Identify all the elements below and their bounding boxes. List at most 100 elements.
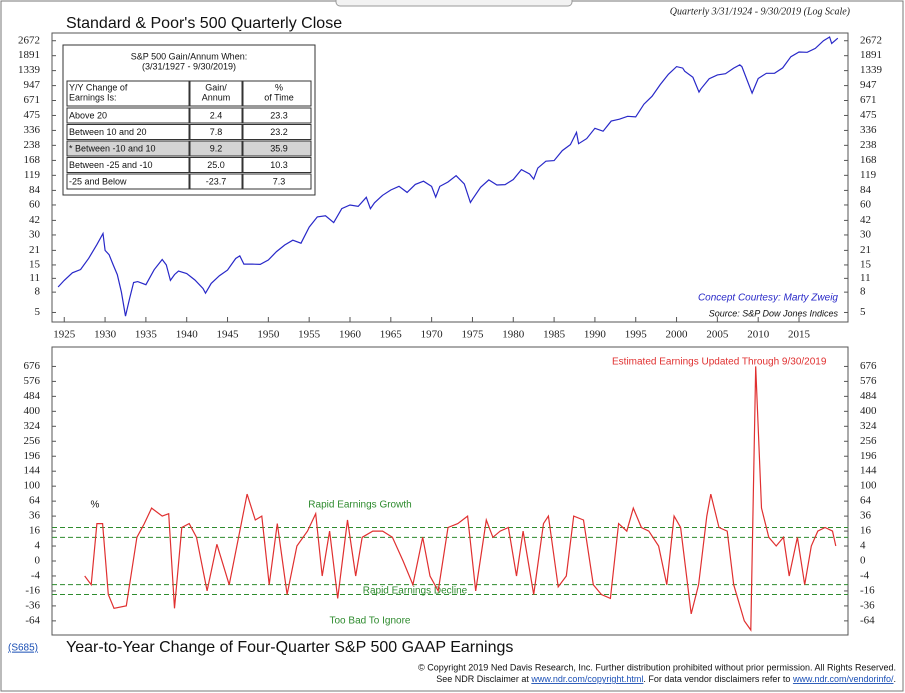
annotation: Source: S&P Dow Jones Indices [709,308,839,318]
y-tick-label: -36 [25,599,40,611]
annotation: % [91,500,100,511]
table-cell [242,140,312,157]
y-tick-label: 475 [860,109,877,121]
top-title: Standard & Poor's 500 Quarterly Close [66,15,342,32]
table-header: of Time [264,92,294,102]
table-cell [242,157,312,173]
y-tick-label: 15 [29,258,41,270]
x-tick-label: 2010 [747,329,770,341]
y-tick-label: 238 [860,139,877,151]
y-tick-label: 100 [860,480,877,492]
y-tick-label: 100 [24,480,41,492]
table-cell-text: 9.2 [210,143,223,153]
table-cell-text: 25.0 [207,160,225,170]
y-tick-label: 0 [35,555,41,567]
y-tick-label: 576 [860,375,877,387]
annotation: Rapid Earnings Growth [308,500,411,511]
y-tick-label: -4 [31,570,41,582]
table-cell-text: * Between -10 and 10 [69,143,156,153]
y-tick-label: 324 [24,420,41,432]
table-cell-text: -25 and Below [69,176,127,186]
y-tick-label: 1339 [860,64,883,76]
footer-link[interactable]: www.ndr.com/copyright.html [530,674,643,684]
y-tick-label: 15 [860,258,872,270]
y-tick-label: 42 [29,214,40,226]
y-tick-label: 1891 [860,49,882,61]
disclaimer: See NDR Disclaimer at www.ndr.com/copyri… [436,674,896,684]
tab [335,0,573,7]
y-tick-label: 168 [860,154,877,166]
top-panel [51,32,849,323]
data-line [57,36,839,317]
y-tick-label: -64 [25,614,40,626]
table-cell-text: 23.3 [270,110,288,120]
y-tick-label: 196 [24,450,41,462]
y-tick-label: 256 [860,435,877,447]
x-tick-label: 1995 [625,329,648,341]
footer-text: . For data vendor disclaimers refer to [643,674,793,684]
y-tick-label: 60 [860,198,872,210]
y-tick-label: 256 [24,435,41,447]
x-tick-label: 1990 [584,329,607,341]
y-tick-label: 4 [35,540,41,552]
y-tick-label: 671 [24,94,41,106]
table-cell [189,157,243,173]
table-cell [66,107,190,124]
y-tick-label: 36 [860,510,872,522]
annotation: Estimated Earnings Updated Through 9/30/… [612,357,827,368]
x-tick-label: 1975 [461,329,484,341]
data-line [84,366,837,632]
y-tick-label: 947 [860,79,877,91]
table-cell-text: Between -25 and -10 [69,160,153,170]
chart-id[interactable]: (S685) [8,643,38,654]
y-tick-label: 16 [29,525,41,537]
table-cell [242,107,312,124]
table-cell [66,173,190,190]
y-tick-label: 36 [29,510,41,522]
y-tick-label: 400 [24,405,41,417]
y-tick-label: 324 [860,420,877,432]
x-tick-label: 1955 [298,329,321,341]
x-tick-label: 2015 [788,329,811,341]
table-cell [189,173,243,190]
table-cell [242,173,312,190]
x-tick-label: 1960 [339,329,362,341]
top-subtitle: Quarterly 3/31/1924 - 9/30/2019 (Log Sca… [670,6,851,17]
y-tick-label: -16 [25,584,40,596]
table-header: Y/Y Change of [69,82,128,92]
y-tick-label: 64 [860,495,872,507]
footer-text: See NDR Disclaimer at [436,674,531,684]
y-tick-label: 1891 [18,49,40,61]
y-tick-label: 144 [24,465,41,477]
annotation: Concept Courtesy: Marty Zweig [698,293,838,304]
table-title: S&P 500 Gain/Annum When: [131,51,247,61]
y-tick-label: 4 [860,540,866,552]
table-cell-text: Above 20 [69,110,107,120]
table-cell-text: 2.4 [210,110,223,120]
bottom-panel [51,346,849,636]
y-tick-label: 676 [860,360,877,372]
x-tick-label: 1940 [176,329,199,341]
y-tick-label: 475 [24,109,41,121]
table-header: % [275,82,283,92]
y-tick-label: 484 [860,390,877,402]
table-header: Earnings Is: [69,92,117,102]
footer-text: . [893,674,896,684]
y-tick-label: 11 [29,272,40,284]
table-header: Annum [202,92,231,102]
y-tick-label: 119 [24,169,41,181]
x-tick-label: 1945 [217,329,240,341]
x-tick-label: 1935 [135,329,158,341]
x-tick-label: 1930 [94,329,117,341]
table-cell-text: Between 10 and 20 [69,127,147,137]
y-tick-label: 336 [860,124,877,136]
bottom-title: Year-to-Year Change of Four-Quarter S&P … [66,639,513,656]
footer-link[interactable]: www.ndr.com/vendorinfo/ [792,674,894,684]
table-cell [189,140,243,157]
y-tick-label: 11 [860,272,871,284]
y-tick-label: 168 [24,154,41,166]
y-tick-label: 42 [860,214,871,226]
y-tick-label: 5 [35,306,41,318]
